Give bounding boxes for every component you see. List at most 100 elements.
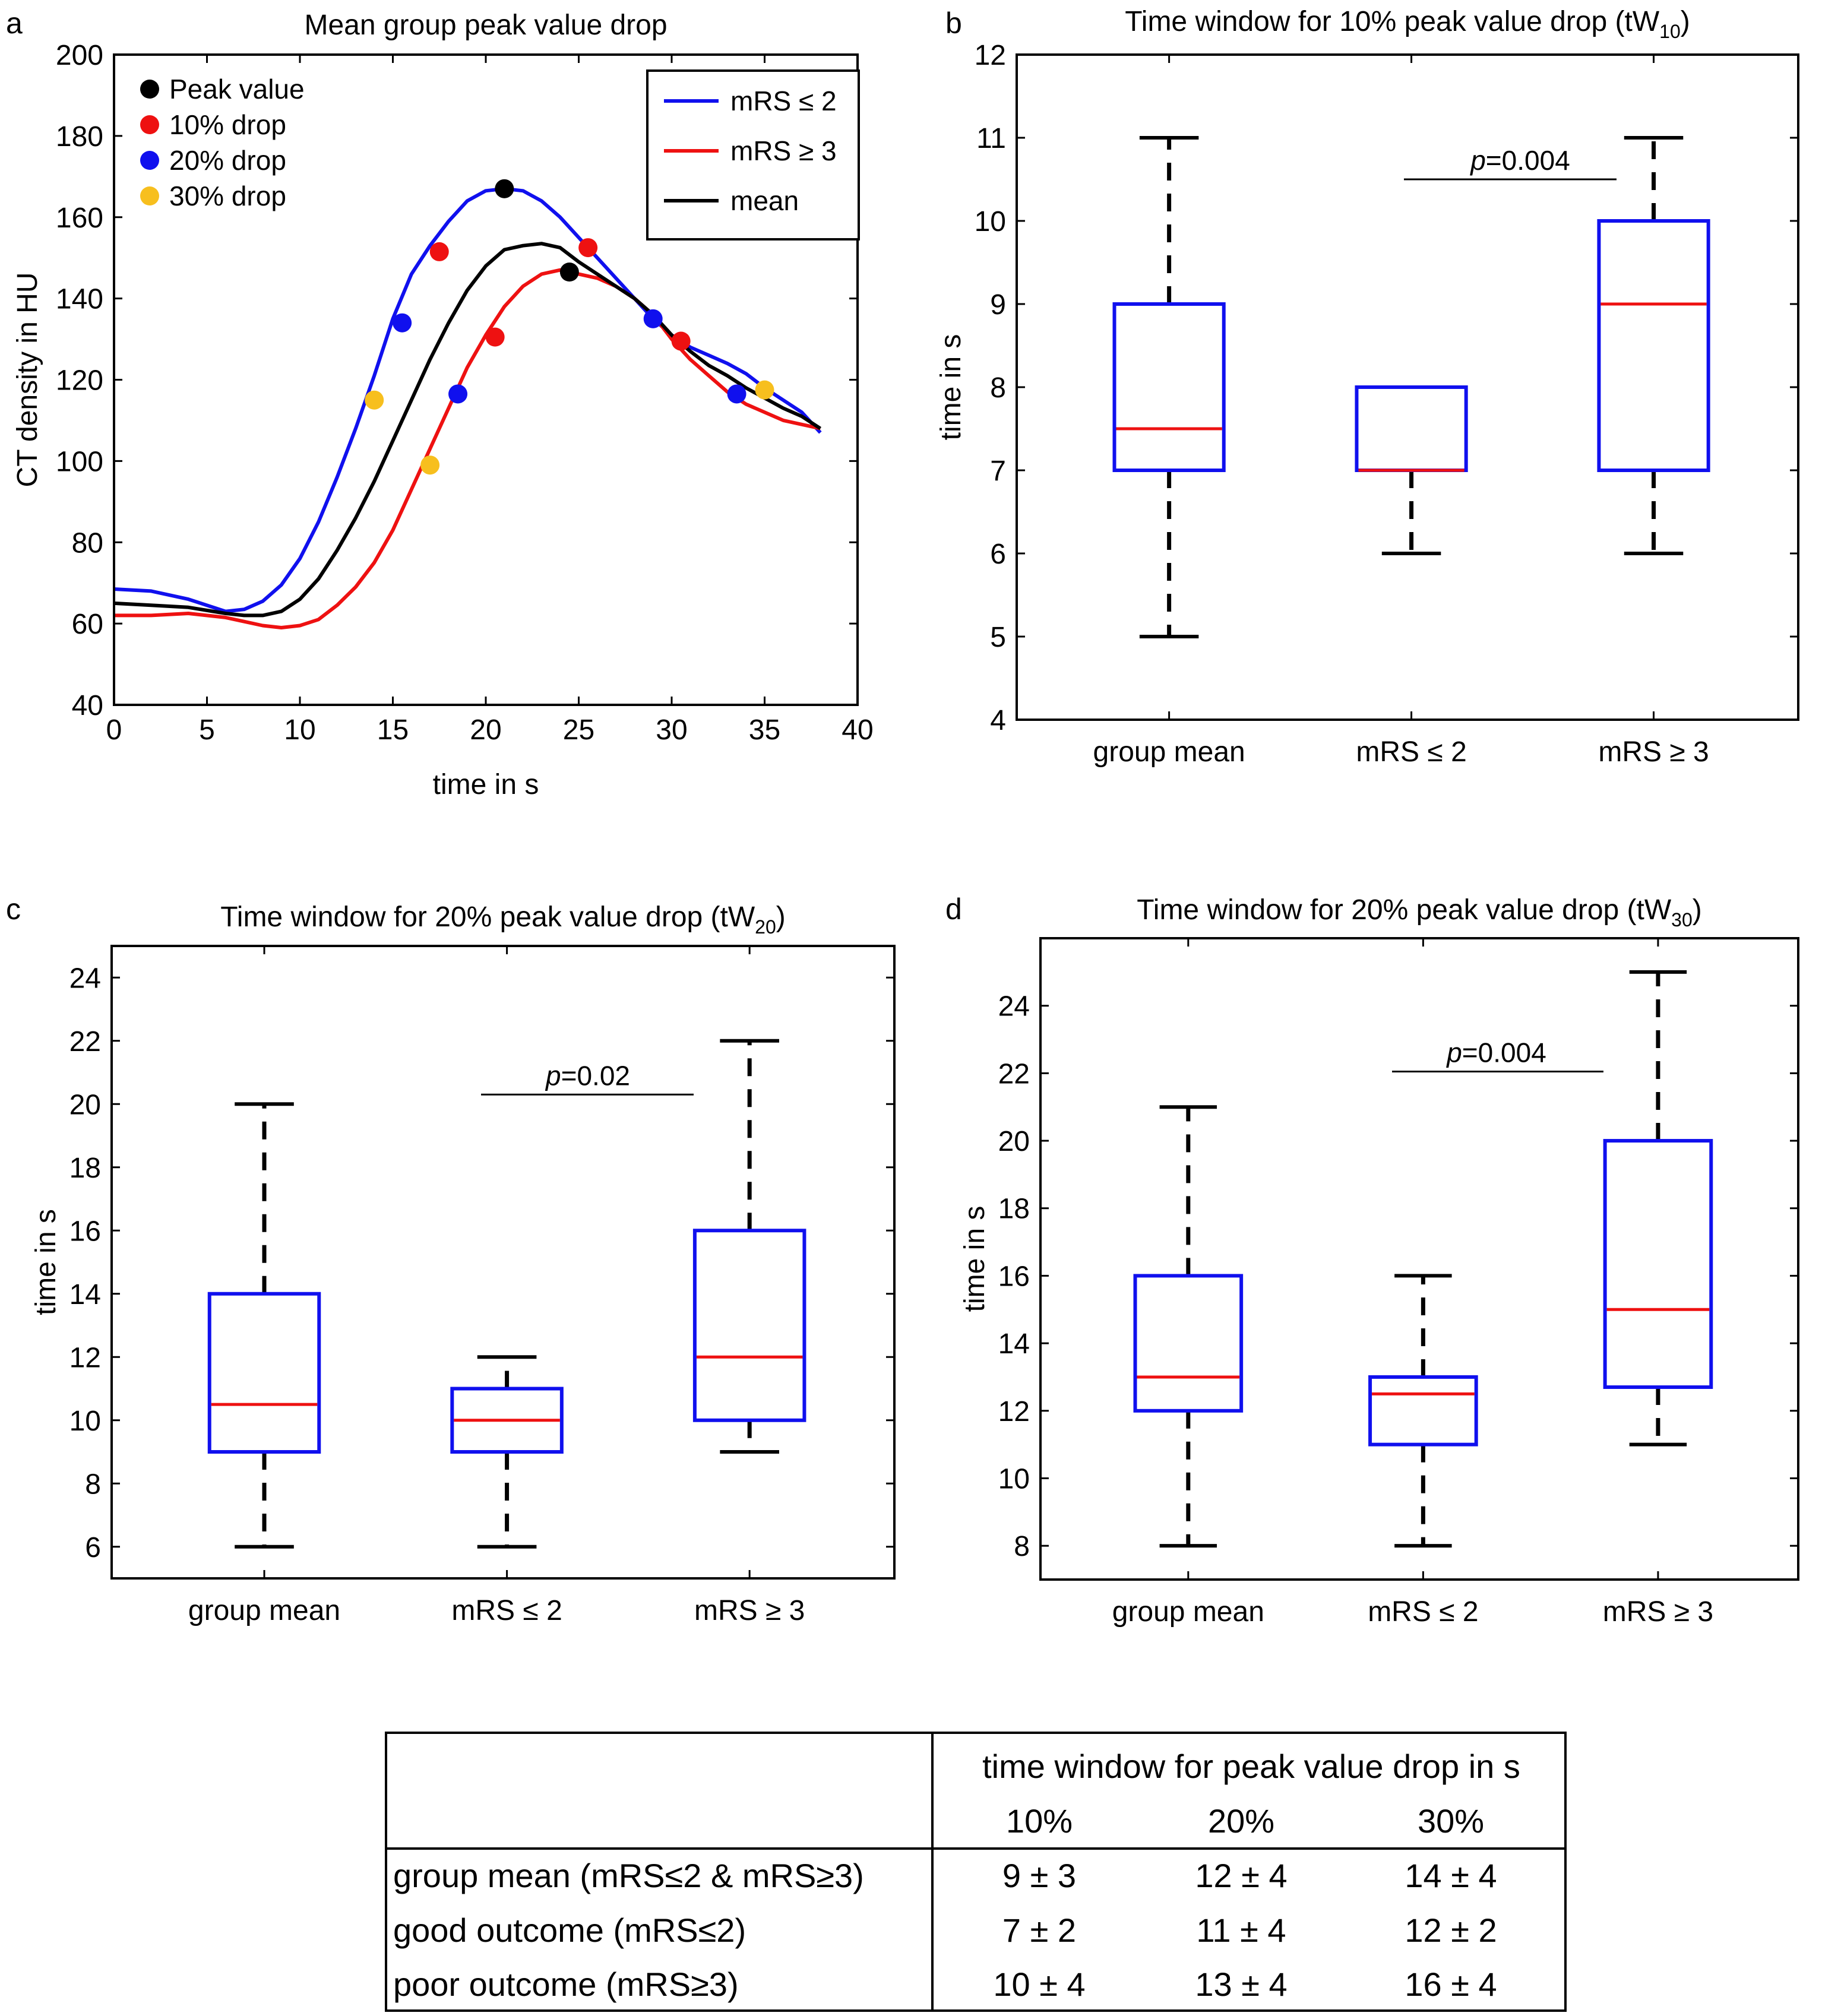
chart-c: Time window for 20% peak value drop (tW 2… [30,901,896,1626]
y-tick-label: 120 [56,365,103,397]
category-label: group mean [188,1595,340,1626]
table-header: time window for peak value drop in s [982,1748,1520,1785]
table-frame [385,1732,1567,2012]
legend-marker [140,151,159,170]
category-label: mRS ≤ 2 [451,1595,562,1626]
iqr-box [450,1387,564,1454]
title-main: Time window for 10% peak value drop (tW [1125,6,1660,37]
y-tick-label: 18 [998,1194,1030,1225]
data-marker [448,384,468,404]
iqr-box [1368,1375,1478,1447]
title-subscript: 10 [1659,21,1681,42]
y-tick-label: 20 [69,1089,101,1121]
y-tick-label: 4 [990,705,1006,736]
category-label: mRS ≤ 2 [1368,1596,1478,1628]
legend-marker [140,186,159,205]
chart-b: Time window for 10% peak value drop (tW1… [935,6,1799,768]
y-tick-label: 80 [72,527,103,559]
category-label: group mean [1093,736,1245,768]
y-tick-label: 100 [56,446,103,477]
x-tick-label: 35 [749,714,780,746]
chart-c-title: Time window for 20% peak value drop (tW2… [220,901,786,938]
y-tick-label: 14 [998,1328,1030,1360]
p-symbol: p [1469,145,1486,176]
series-line-0 [113,186,822,613]
table-cell: 14 ± 4 [1405,1857,1497,1894]
x-tick-label: 25 [563,714,594,746]
y-tick-label: 12 [975,40,1006,71]
legend-line-label: mRS ≥ 3 [730,135,837,166]
table-row-label: group mean (mRS≤2 & mRS≥3) [393,1857,864,1894]
panel-letter-d: d [945,893,962,926]
data-marker [495,179,514,198]
chart-b-title: Time window for 10% peak value drop (tW1… [1125,6,1690,42]
category-label: group mean [1112,1596,1264,1628]
table-cell: 12 ± 2 [1405,1911,1497,1949]
legend-marker-label: 20% drop [169,145,286,176]
category-label: mRS ≤ 2 [1356,736,1466,768]
p-value: =0.004 [1486,145,1570,176]
iqr-box [207,1292,321,1454]
table-column-header: 20% [1208,1802,1274,1840]
table-row-label: poor outcome (mRS≥3) [393,1966,739,2003]
category-label: mRS ≥ 3 [1598,736,1709,768]
chart-d-frame [1039,937,1799,1581]
y-tick-label: 12 [69,1342,101,1373]
data-marker [559,262,579,282]
y-axis-title: time in s [935,334,967,441]
iqr-box [1112,302,1226,472]
y-tick-label: 16 [69,1216,101,1247]
chart-d-title: Time window for 20% peak value drop (tW3… [1137,894,1702,931]
data-marker [755,380,774,400]
data-marker [671,331,691,351]
iqr-box [692,1229,806,1422]
p-value: =0.004 [1462,1037,1546,1068]
y-tick-label: 10 [998,1463,1030,1495]
series-line-2 [113,242,822,618]
panel-letter-b: b [945,7,962,40]
x-tick-label: 30 [656,714,687,746]
legend-marker-label: 30% drop [169,181,286,211]
y-tick-label: 7 [990,455,1006,487]
title-main: Time window for 20% peak value drop (tW [220,901,755,933]
x-tick-label: 15 [377,714,409,746]
iqr-box [1133,1274,1244,1413]
chart-d: Time window for 20% peak value drop (tW3… [959,894,1799,1628]
significance-label: p=0.004 [1469,145,1570,176]
title-main: Time window for 20% peak value drop (tW [1137,894,1672,926]
table-column-header: 30% [1418,1802,1484,1840]
data-marker [365,390,384,410]
table-cell: 12 ± 4 [1195,1857,1287,1894]
y-tick-label: 24 [998,991,1030,1023]
title-subscript: 30 [1671,909,1693,931]
y-tick-label: 5 [990,622,1006,653]
x-tick-label: 20 [470,714,501,746]
y-tick-label: 22 [998,1058,1030,1090]
y-tick-label: 140 [56,284,103,315]
table-cell: 10 ± 4 [993,1966,1085,2003]
y-tick-label: 6 [85,1532,101,1564]
y-tick-label: 180 [56,121,103,153]
title-end: ) [776,901,786,933]
chart-b-frame [1016,53,1799,721]
data-marker [727,384,746,404]
y-tick-label: 22 [69,1026,101,1058]
y-tick-label: 6 [990,539,1006,570]
table-column-header: 10% [1006,1802,1073,1840]
iqr-box [1355,385,1468,472]
panel-letter-a: a [6,7,23,40]
table-cell: 16 ± 4 [1405,1966,1497,2003]
summary-table: time window for peak value drop in s 10% 2… [385,1732,1567,2012]
data-marker [393,313,412,333]
series-line-1 [114,268,821,629]
y-tick-label: 12 [998,1396,1030,1428]
x-tick-label: 10 [284,714,315,746]
x-tick-label: 0 [106,714,122,746]
legend-marker-label: Peak value [169,74,305,105]
y-axis-title: time in s [959,1206,991,1312]
y-tick-label: 16 [998,1261,1030,1292]
iqr-box [1603,1139,1713,1389]
data-marker [420,455,440,475]
chart-a-frame [113,53,859,706]
